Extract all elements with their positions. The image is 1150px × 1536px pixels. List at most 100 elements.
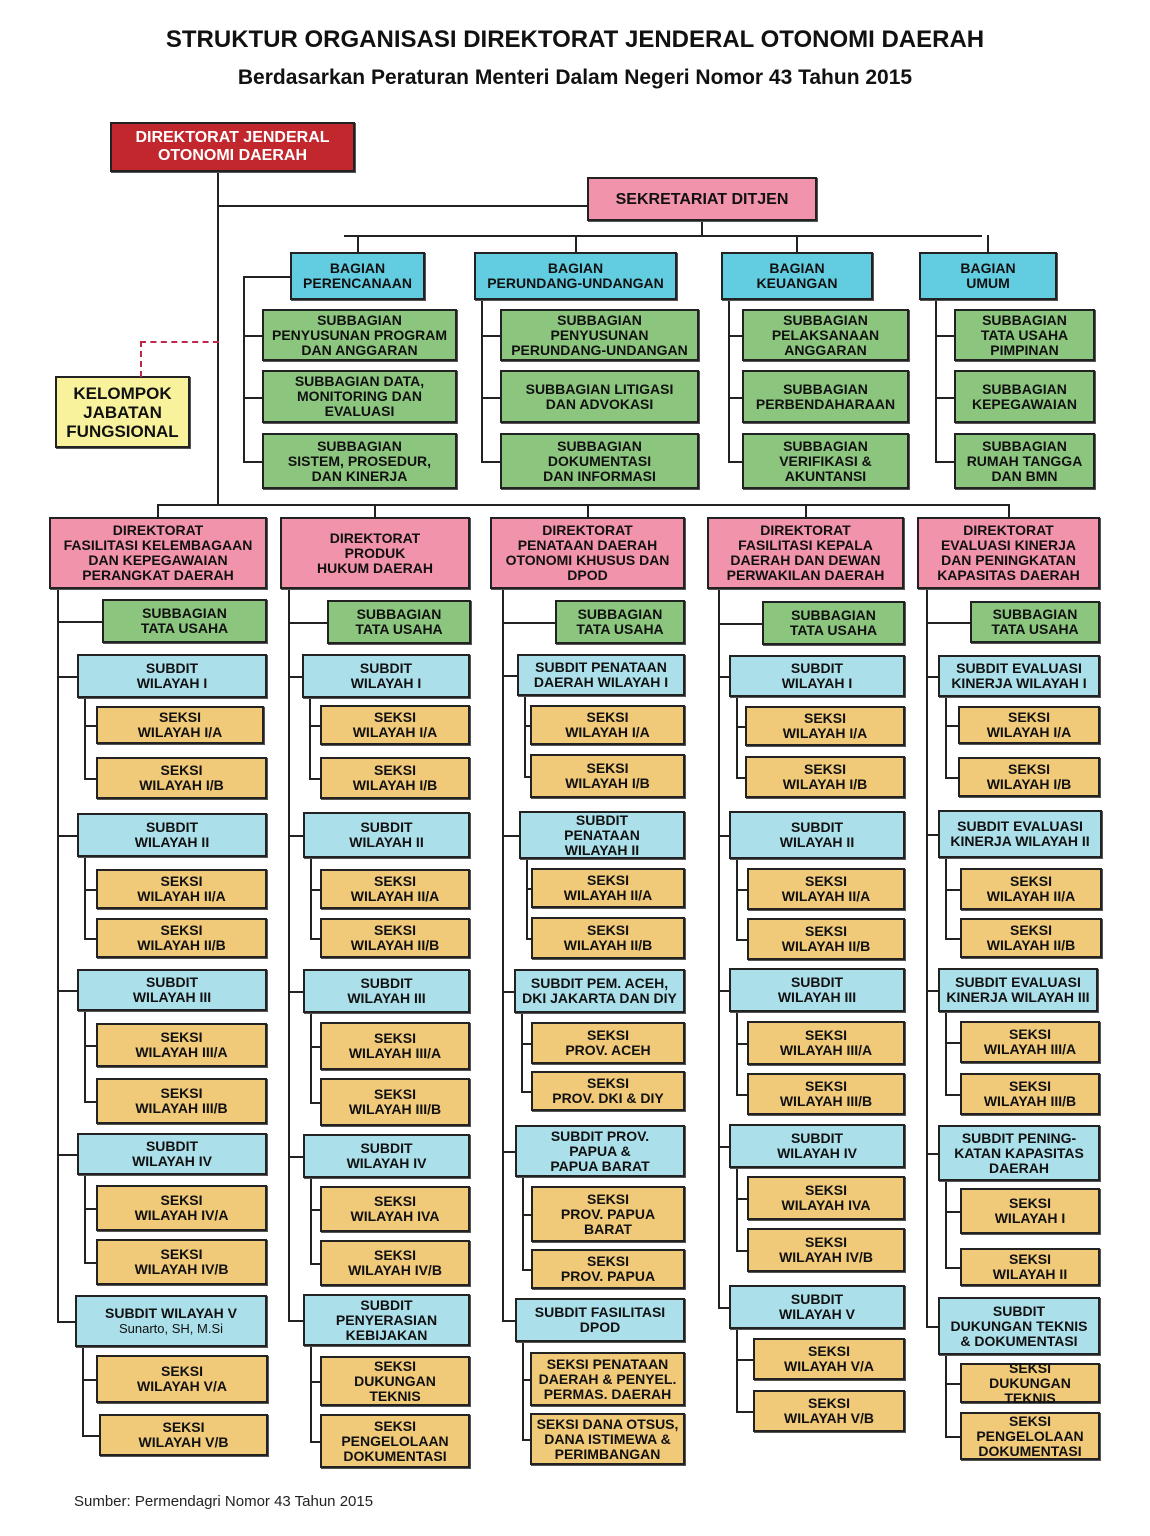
- connector-line: [1007, 504, 1010, 517]
- seksi-box: SEKSI WILAYAH IV/B: [320, 1240, 470, 1286]
- subbagian-box: SUBBAGIAN SISTEM, PROSEDUR, DAN KINERJA: [262, 433, 457, 489]
- seksi-box: SEKSI PROV. PAPUA BARAT: [531, 1186, 685, 1242]
- connector-line: [288, 589, 290, 1322]
- subdit-box: SUBDIT EVALUASI KINERJA WILAYAH I: [938, 655, 1100, 697]
- subdit-box: SUBDIT PEM. ACEH, DKI JAKARTA DAN DIY: [514, 969, 685, 1013]
- connector-line: [310, 938, 320, 940]
- seksi-box: SEKSI PENGELOLAAN DOKUMENTASI: [320, 1414, 470, 1468]
- seksi-box-label: SEKSI WILAYAH I/A: [782, 710, 868, 741]
- connector-line: [374, 504, 376, 517]
- seksi-box: SEKSI PROV. PAPUA: [531, 1249, 685, 1289]
- connector-line: [945, 1383, 960, 1385]
- connector-line: [718, 623, 762, 625]
- connector-line: [521, 1043, 531, 1045]
- subbagian-box-label: SUBBAGIAN DOKUMENTASI DAN INFORMASI: [543, 437, 656, 484]
- chart-title: STRUKTUR ORGANISASI DIREKTORAT JENDERAL …: [165, 26, 985, 53]
- seksi-box: SEKSI WILAYAH V/A: [753, 1338, 905, 1380]
- subbagian-tata-usaha-box-label: SUBBAGIAN TATA USAHA: [576, 606, 664, 637]
- subdit-box: SUBDIT EVALUASI KINERJA WILAYAH II: [938, 810, 1102, 858]
- subbagian-box-label: SUBBAGIAN LITIGASI DAN ADVOKASI: [525, 380, 674, 412]
- subdit-box-label: SUBDIT PENYERASIAN KEBIJAKAN: [335, 1296, 438, 1343]
- connector-line: [84, 698, 86, 780]
- subdit-box-label: SUBDIT PENATAAN WILAYAH II: [564, 811, 640, 858]
- subdit-box-label: SUBDIT WILAYAH V: [105, 1305, 237, 1321]
- subdit-box: SUBDIT WILAYAH III: [303, 969, 470, 1013]
- seksi-box: SEKSI WILAYAH II/A: [320, 869, 470, 909]
- connector-line: [718, 1146, 729, 1148]
- seksi-box: SEKSI PENATAAN DAERAH & PENYEL. PERMAS. …: [530, 1352, 685, 1406]
- connector-line: [84, 1175, 86, 1264]
- seksi-box: SEKSI WILAYAH III/B: [747, 1073, 905, 1115]
- subdit-box-label: SUBDIT WILAYAH I: [781, 660, 853, 691]
- subbagian-tata-usaha-box-label: SUBBAGIAN TATA USAHA: [991, 606, 1079, 637]
- connector-line: [574, 235, 577, 252]
- seksi-box-label: SEKSI PROV. DKI & DIY: [552, 1075, 664, 1106]
- subbagian-tata-usaha-box: SUBBAGIAN TATA USAHA: [762, 601, 905, 645]
- seksi-box: SEKSI WILAYAH IVA: [747, 1176, 905, 1220]
- seksi-box-label: SEKSI WILAYAH II/A: [137, 873, 226, 904]
- subdit-box: SUBDIT WILAYAH I: [729, 655, 905, 697]
- seksi-box: SEKSI WILAYAH III/A: [96, 1023, 267, 1067]
- subdit-box-label: SUBDIT DUKUNGAN TEKNIS & DOKUMENTASI: [950, 1302, 1088, 1349]
- seksi-box-label: SEKSI DANA OTSUS, DANA ISTIMEWA & PERIMB…: [536, 1415, 679, 1462]
- connector-line: [926, 622, 970, 624]
- connector-line: [935, 276, 937, 463]
- seksi-box-label: SEKSI WILAYAH III/B: [983, 1078, 1077, 1109]
- seksi-box-label: SEKSI WILAYAH III/B: [779, 1078, 873, 1109]
- direktorat-box: DIREKTORAT EVALUASI KINERJA DAN PENINGKA…: [917, 517, 1100, 589]
- seksi-box-label: SEKSI WILAYAH II/B: [137, 922, 226, 953]
- seksi-box-label: SEKSI WILAYAH II/B: [350, 922, 440, 953]
- connector-line: [728, 461, 742, 463]
- connector-line: [217, 205, 587, 207]
- connector-line: [84, 1262, 96, 1264]
- direktorat-box: DIREKTORAT PENATAAN DAERAH OTONOMI KHUSU…: [490, 517, 685, 589]
- connector-line: [526, 859, 528, 940]
- subbagian-box: SUBBAGIAN DOKUMENTASI DAN INFORMASI: [500, 433, 699, 489]
- seksi-box: SEKSI WILAYAH IVA: [320, 1186, 470, 1232]
- connector-line: [288, 622, 327, 624]
- connector-line: [796, 235, 798, 252]
- seksi-box-label: SEKSI WILAYAH V/B: [138, 1419, 229, 1450]
- connector-line: [926, 589, 928, 1328]
- subdit-official-name: Sunarto, SH, M.Si: [118, 1321, 224, 1336]
- seksi-box: SEKSI WILAYAH III/B: [320, 1078, 470, 1126]
- connector-line: [736, 697, 738, 779]
- connector-line: [502, 1151, 515, 1153]
- connector-line: [310, 1178, 312, 1265]
- connector-line: [521, 1013, 523, 1093]
- subbagian-tata-usaha-box: SUBBAGIAN TATA USAHA: [555, 600, 685, 644]
- seksi-box-label: SEKSI WILAYAH I/A: [352, 709, 438, 740]
- connector-line: [926, 676, 938, 678]
- subdit-box: SUBDIT EVALUASI KINERJA WILAYAH III: [938, 968, 1098, 1012]
- subdit-box-label: SUBDIT WILAYAH IV: [346, 1140, 427, 1171]
- connector-line: [945, 777, 958, 779]
- connector-line: [288, 1320, 303, 1322]
- connector-line: [84, 778, 96, 780]
- connector-line: [736, 1329, 738, 1413]
- seksi-box-label: SEKSI WILAYAH II/B: [563, 922, 653, 953]
- connector-line: [84, 938, 96, 940]
- connector-line: [945, 1181, 947, 1269]
- subbagian-box: SUBBAGIAN PERBENDAHARAAN: [742, 370, 909, 423]
- seksi-box-label: SEKSI WILAYAH II: [992, 1251, 1068, 1282]
- connector-line: [736, 1094, 747, 1096]
- subdit-box: SUBDIT WILAYAH V: [729, 1285, 905, 1329]
- subdit-box: SUBDIT WILAYAH IV: [729, 1124, 905, 1168]
- connector-line: [522, 1177, 524, 1271]
- seksi-box-label: SEKSI WILAYAH I/A: [986, 709, 1072, 740]
- seksi-box: SEKSI WILAYAH III/A: [747, 1021, 905, 1065]
- connector-line: [736, 726, 745, 728]
- subdit-box: SUBDIT WILAYAH V Sunarto, SH, M.Si: [75, 1295, 267, 1347]
- connector-line: [243, 276, 290, 278]
- direktorat-box-label: DIREKTORAT EVALUASI KINERJA DAN PENINGKA…: [937, 522, 1080, 583]
- connector-line: [309, 778, 320, 780]
- bagian-box: BAGIAN PERUNDANG-UNDANGAN: [474, 252, 677, 300]
- connector-line: [502, 589, 504, 1322]
- seksi-box: SEKSI WILAYAH II: [960, 1248, 1100, 1286]
- subbagian-box-label: SUBBAGIAN TATA USAHA PIMPINAN: [980, 311, 1069, 358]
- connector-line: [945, 1211, 960, 1213]
- connector-line: [502, 991, 514, 993]
- seksi-box-label: SEKSI WILAYAH II/B: [781, 923, 871, 954]
- subbagian-box-label: SUBBAGIAN PERBENDAHARAAN: [755, 380, 896, 412]
- seksi-box: SEKSI WILAYAH II/B: [747, 918, 905, 960]
